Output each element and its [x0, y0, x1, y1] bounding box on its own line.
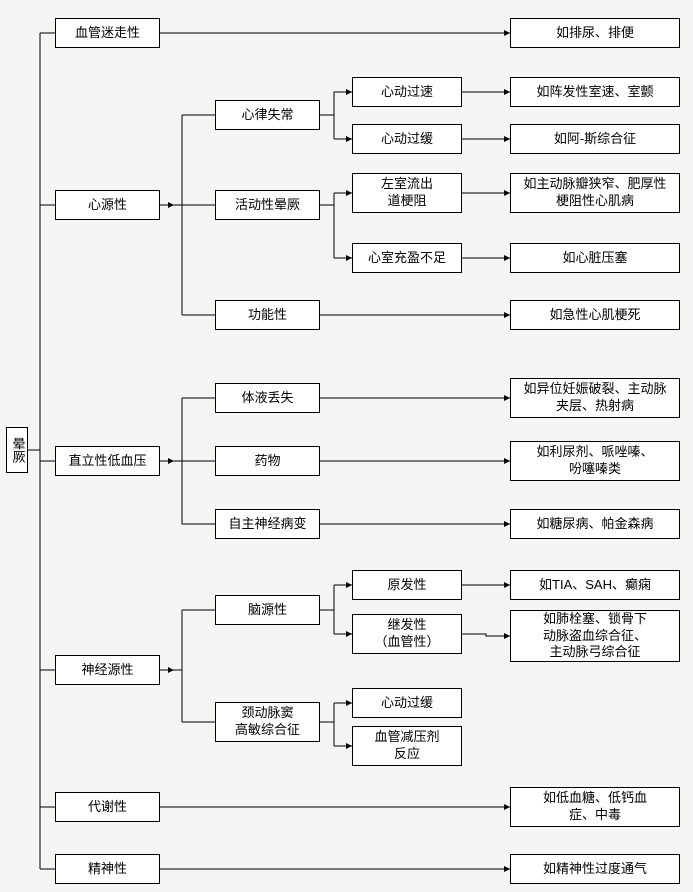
level2-node: 心律失常 [215, 100, 320, 130]
level3-node: 继发性（血管性） [352, 614, 462, 654]
leaf-node: 如利尿剂、哌唑嗪、吩噻嗪类 [510, 441, 680, 481]
leaf-node: 如主动脉瓣狭窄、肥厚性梗阻性心肌病 [510, 173, 680, 213]
level2-node: 自主神经病变 [215, 509, 320, 539]
leaf-node: 如肺栓塞、锁骨下动脉盗血综合征、主动脉弓综合征 [510, 610, 680, 662]
level2-node: 功能性 [215, 300, 320, 330]
leaf-node: 如TIA、SAH、癫痫 [510, 570, 680, 600]
level2-node: 体液丢失 [215, 383, 320, 413]
level1-node: 代谢性 [55, 792, 160, 822]
leaf-node: 如异位妊娠破裂、主动脉夹层、热射病 [510, 378, 680, 418]
level3-node: 左室流出道梗阻 [352, 173, 462, 213]
leaf-node: 如急性心肌梗死 [510, 300, 680, 330]
level1-node: 神经源性 [55, 655, 160, 685]
level1-node: 血管迷走性 [55, 18, 160, 48]
leaf-node: 如阵发性室速、室颤 [510, 77, 680, 107]
level3-node: 心动过缓 [352, 124, 462, 154]
level2-node: 活动性晕厥 [215, 190, 320, 220]
level3-node: 心动过速 [352, 77, 462, 107]
leaf-node: 如心脏压塞 [510, 243, 680, 273]
root-node: 晕厥 [6, 427, 28, 473]
level1-node: 精神性 [55, 854, 160, 884]
level3-node: 心动过缓 [352, 688, 462, 718]
level2-node: 药物 [215, 446, 320, 476]
level2-node: 颈动脉窦高敏综合征 [215, 702, 320, 742]
leaf-node: 如阿-斯综合征 [510, 124, 680, 154]
level1-node: 心源性 [55, 190, 160, 220]
level3-node: 心室充盈不足 [352, 243, 462, 273]
leaf-node: 如排尿、排便 [510, 18, 680, 48]
leaf-node: 如糖尿病、帕金森病 [510, 509, 680, 539]
level2-node: 脑源性 [215, 595, 320, 625]
leaf-node: 如精神性过度通气 [510, 854, 680, 884]
level3-node: 血管减压剂反应 [352, 726, 462, 766]
level1-node: 直立性低血压 [55, 446, 160, 476]
level3-node: 原发性 [352, 570, 462, 600]
leaf-node: 如低血糖、低钙血症、中毒 [510, 787, 680, 827]
